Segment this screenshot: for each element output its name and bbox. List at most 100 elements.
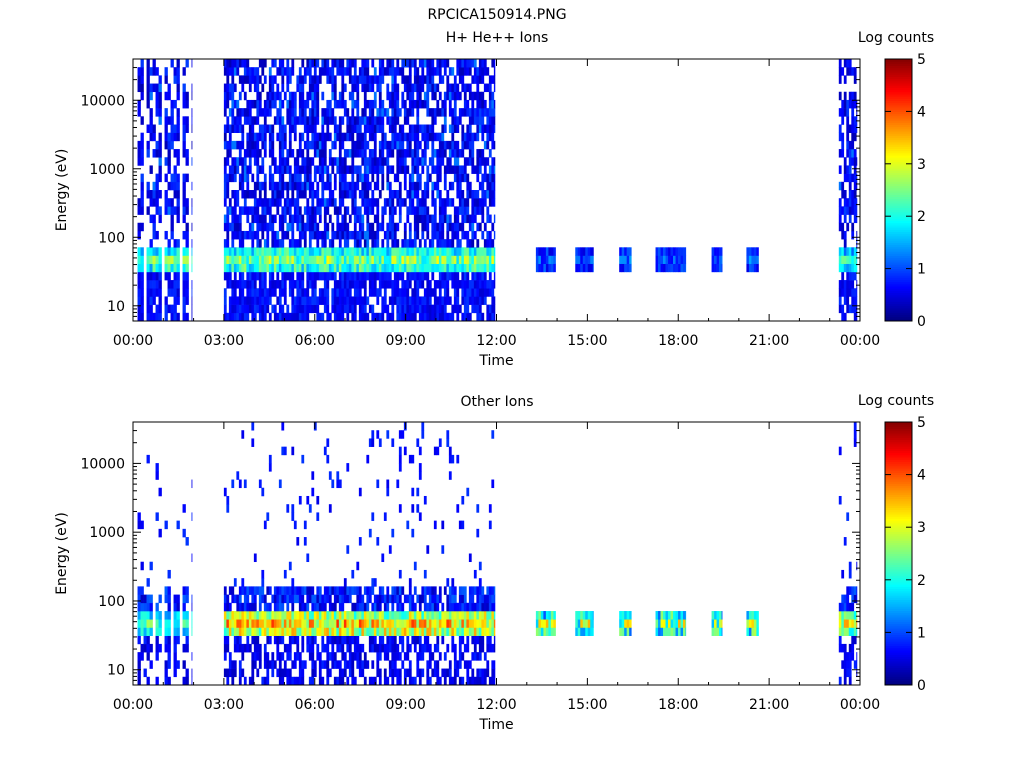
- spectrogram-cell: [421, 149, 424, 157]
- spectrogram-cell: [494, 677, 495, 686]
- spectrogram-cell: [371, 619, 374, 628]
- spectrogram-cell: [494, 644, 495, 653]
- spectrogram-cell: [281, 190, 284, 198]
- spectrogram-cell: [165, 677, 168, 686]
- spectrogram-cell: [359, 595, 362, 604]
- spectrogram-cell: [291, 182, 294, 190]
- spectrogram-cell: [374, 182, 377, 190]
- spectrogram-cell: [153, 223, 156, 231]
- spectrogram-cell: [491, 108, 494, 116]
- spectrogram-cell: [334, 59, 337, 67]
- spectrogram-cell: [469, 627, 472, 636]
- spectrogram-cell: [301, 669, 304, 678]
- spectrogram-cell: [434, 644, 437, 653]
- spectrogram-cell: [451, 619, 454, 628]
- spectrogram-cell: [431, 198, 434, 206]
- spectrogram-cell: [261, 108, 264, 116]
- spectrogram-cell: [165, 296, 168, 304]
- spectrogram-cell: [431, 627, 434, 636]
- spectrogram-cell: [371, 677, 374, 686]
- spectrogram-cell: [384, 669, 387, 678]
- spectrogram-cell: [441, 619, 444, 628]
- spectrogram-cell: [304, 660, 307, 669]
- spectrogram-cell: [256, 239, 259, 247]
- spectrogram-cell: [366, 84, 369, 92]
- spectrogram-cell: [165, 669, 168, 678]
- spectrogram-cell: [150, 125, 153, 133]
- spectrogram-cell: [281, 231, 284, 239]
- spectrogram-cell: [491, 157, 494, 165]
- spectrogram-cell: [236, 296, 239, 304]
- spectrogram-cell: [451, 231, 454, 239]
- spectrogram-cell: [331, 247, 334, 255]
- spectrogram-cell: [371, 438, 374, 447]
- spectrogram-cell: [329, 586, 332, 595]
- spectrogram-cell: [224, 125, 227, 133]
- spectrogram-cell: [309, 116, 312, 124]
- spectrogram-cell: [264, 223, 267, 231]
- spectrogram-cell: [147, 627, 150, 636]
- spectrogram-cell: [236, 100, 239, 108]
- spectrogram-cell: [331, 644, 334, 653]
- y-tick-label: 10: [107, 299, 125, 315]
- spectrogram-cell: [186, 636, 189, 645]
- spectrogram-cell: [304, 67, 307, 75]
- spectrogram-cell: [147, 67, 150, 75]
- spectrogram-cell: [414, 157, 417, 165]
- spectrogram-cell: [284, 570, 287, 579]
- spectrogram-cell: [441, 313, 444, 321]
- spectrogram-cell: [186, 627, 189, 636]
- spectrogram-cell: [469, 141, 472, 149]
- spectrogram-cell: [344, 595, 347, 604]
- spectrogram-cell: [421, 59, 424, 67]
- spectrogram-cell: [369, 438, 372, 447]
- spectrogram-cell: [281, 247, 284, 255]
- spectrogram-cell: [379, 313, 382, 321]
- spectrogram-cell: [311, 296, 314, 304]
- spectrogram-cell: [414, 586, 417, 595]
- spectrogram-cell: [339, 595, 342, 604]
- spectrogram-cell: [354, 231, 357, 239]
- spectrogram-cell: [439, 92, 442, 100]
- spectrogram-cell: [349, 75, 352, 83]
- spectrogram-cell: [244, 247, 247, 255]
- spectrogram-cell: [404, 264, 407, 272]
- spectrogram-cell: [361, 67, 364, 75]
- spectrogram-cell: [274, 288, 277, 296]
- spectrogram-cell: [251, 239, 254, 247]
- spectrogram-cell: [461, 264, 464, 272]
- spectrogram-cell: [354, 84, 357, 92]
- spectrogram-cell: [386, 430, 389, 439]
- spectrogram-cell: [339, 125, 342, 133]
- spectrogram-cell: [224, 141, 227, 149]
- spectrogram-cell: [666, 256, 669, 264]
- spectrogram-cell: [619, 611, 622, 620]
- spectrogram-cell: [849, 174, 852, 182]
- spectrogram-cell: [183, 100, 186, 108]
- spectrogram-cell: [168, 603, 171, 612]
- spectrogram-cell: [141, 67, 144, 75]
- spectrogram-cell: [183, 272, 186, 280]
- spectrogram-cell: [224, 165, 227, 173]
- spectrogram-cell: [281, 619, 284, 628]
- spectrogram-cell: [356, 595, 359, 604]
- spectrogram-cell: [354, 206, 357, 214]
- spectrogram-cell: [281, 586, 284, 595]
- spectrogram-cell: [474, 231, 477, 239]
- spectrogram-cell: [171, 280, 174, 288]
- spectrogram-cell: [344, 272, 347, 280]
- spectrogram-cell: [454, 125, 457, 133]
- spectrogram-cell: [291, 67, 294, 75]
- spectrogram-cell: [578, 247, 581, 255]
- spectrogram-cell: [414, 206, 417, 214]
- spectrogram-cell: [406, 627, 409, 636]
- spectrogram-cell: [471, 652, 474, 661]
- spectrogram-cell: [844, 215, 847, 223]
- spectrogram-cell: [543, 619, 546, 628]
- spectrogram-cell: [244, 603, 247, 612]
- spectrogram-cell: [494, 305, 495, 313]
- spectrogram-cell: [419, 174, 422, 182]
- spectrogram-cell: [156, 264, 159, 272]
- spectrogram-cell: [409, 59, 412, 67]
- spectrogram-cell: [289, 165, 292, 173]
